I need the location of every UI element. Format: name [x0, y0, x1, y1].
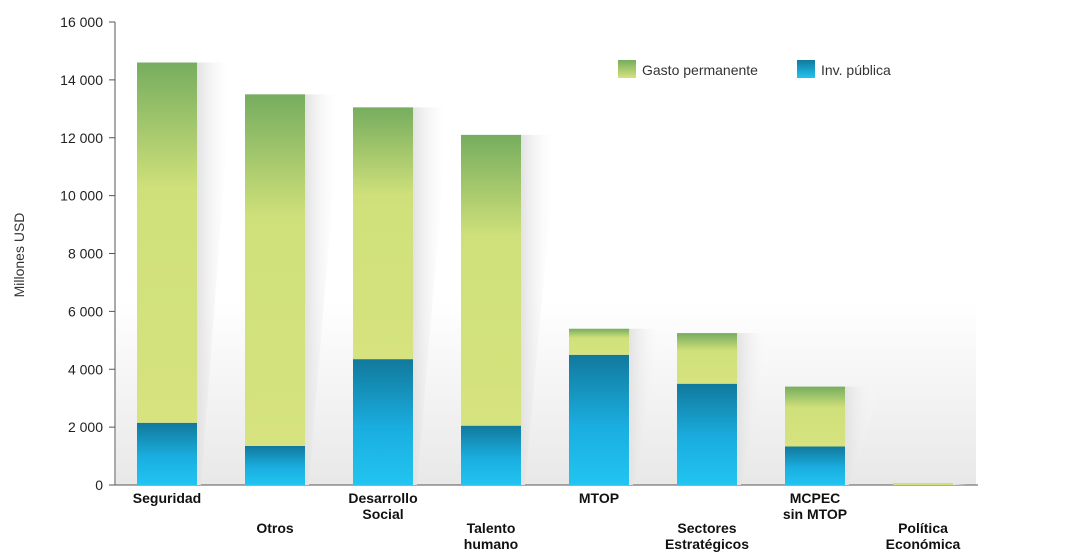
x-category-label: Estratégicos	[665, 536, 749, 552]
y-tick-label: 8 000	[68, 246, 103, 262]
bar-shadow	[197, 62, 233, 485]
x-category-label: Social	[362, 506, 403, 522]
bar-inv-publica	[137, 422, 197, 485]
bar-gasto-permanente	[893, 483, 953, 485]
bar-gasto-permanente	[353, 107, 413, 360]
y-tick-label: 10 000	[60, 188, 103, 204]
bar-inv-publica	[677, 383, 737, 485]
y-axis-label: Millones USD	[11, 213, 27, 298]
y-tick-label: 16 000	[60, 14, 103, 30]
bar-gasto-permanente	[137, 62, 197, 423]
bar-gasto-permanente	[785, 386, 845, 447]
bar-inv-publica	[353, 359, 413, 485]
y-tick-label: 12 000	[60, 130, 103, 146]
bar-shadow	[629, 328, 665, 485]
x-category-label: Seguridad	[133, 490, 201, 506]
bar-shadow	[413, 107, 449, 485]
bar-inv-publica	[461, 425, 521, 485]
x-category-label: Otros	[256, 520, 294, 536]
bar-inv-publica	[569, 354, 629, 485]
bar-shadow	[521, 134, 557, 485]
x-category-label: Política	[898, 520, 948, 536]
x-category-label: MTOP	[579, 490, 619, 506]
legend-label: Inv. pública	[821, 62, 891, 78]
bar-inv-publica	[245, 445, 305, 485]
y-tick-label: 6 000	[68, 303, 103, 319]
y-tick-label: 14 000	[60, 72, 103, 88]
bar-inv-publica	[785, 446, 845, 485]
x-category-label: sin MTOP	[783, 506, 847, 522]
x-category-label: MCPEC	[790, 490, 841, 506]
y-tick-label: 0	[95, 477, 103, 493]
bar-gasto-permanente	[677, 333, 737, 384]
legend-swatch	[618, 60, 636, 78]
bar-shadow	[305, 94, 341, 485]
bar-gasto-permanente	[569, 328, 629, 355]
bar-shadow	[953, 483, 989, 485]
bar-shadow	[737, 333, 773, 485]
y-tick-label: 4 000	[68, 361, 103, 377]
x-category-label: humano	[464, 536, 518, 552]
x-category-label: Talento	[467, 520, 516, 536]
bar-shadow	[845, 386, 881, 485]
y-tick-label: 2 000	[68, 419, 103, 435]
x-category-label: Desarrollo	[348, 490, 417, 506]
legend-label: Gasto permanente	[642, 62, 758, 78]
x-category-label: Económica	[886, 536, 961, 552]
bar-gasto-permanente	[245, 94, 305, 446]
x-category-label: Sectores	[677, 520, 736, 536]
bar-gasto-permanente	[461, 134, 521, 426]
legend-swatch	[797, 60, 815, 78]
